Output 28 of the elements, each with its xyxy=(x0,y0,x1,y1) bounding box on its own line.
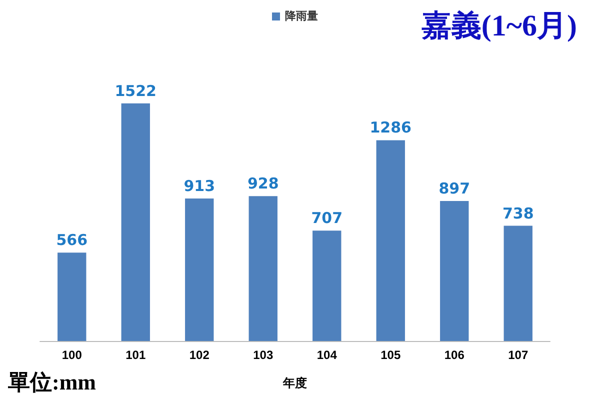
chart-title: 嘉義(1~6月) xyxy=(421,10,578,42)
x-tick-label: 106 xyxy=(444,348,465,362)
x-tick-label: 102 xyxy=(189,348,210,362)
data-label: 707 xyxy=(311,209,343,228)
x-tick-label: 103 xyxy=(253,348,274,362)
data-label: 738 xyxy=(502,204,534,222)
data-label: 928 xyxy=(247,174,279,193)
bar xyxy=(504,226,532,341)
bar xyxy=(121,103,150,341)
data-label: 913 xyxy=(184,176,216,195)
legend-label: 降雨量 xyxy=(285,10,318,22)
data-label: 1286 xyxy=(370,118,412,137)
data-label: 897 xyxy=(438,179,470,198)
bar xyxy=(312,230,342,341)
x-tick-label: 101 xyxy=(126,348,146,362)
data-label: 1522 xyxy=(114,82,156,100)
x-tick-label: 100 xyxy=(62,348,82,362)
x-axis-title: 年度 xyxy=(282,376,307,390)
bar xyxy=(376,140,405,341)
bar xyxy=(248,196,278,341)
bar xyxy=(185,198,214,341)
x-tick-label: 104 xyxy=(316,348,338,362)
text: 單位:mm xyxy=(7,370,96,394)
x-tick-label: 107 xyxy=(508,348,528,362)
data-label: 566 xyxy=(56,231,88,250)
bar xyxy=(440,200,469,341)
bar xyxy=(58,252,86,341)
x-tick-label: 105 xyxy=(380,348,401,362)
